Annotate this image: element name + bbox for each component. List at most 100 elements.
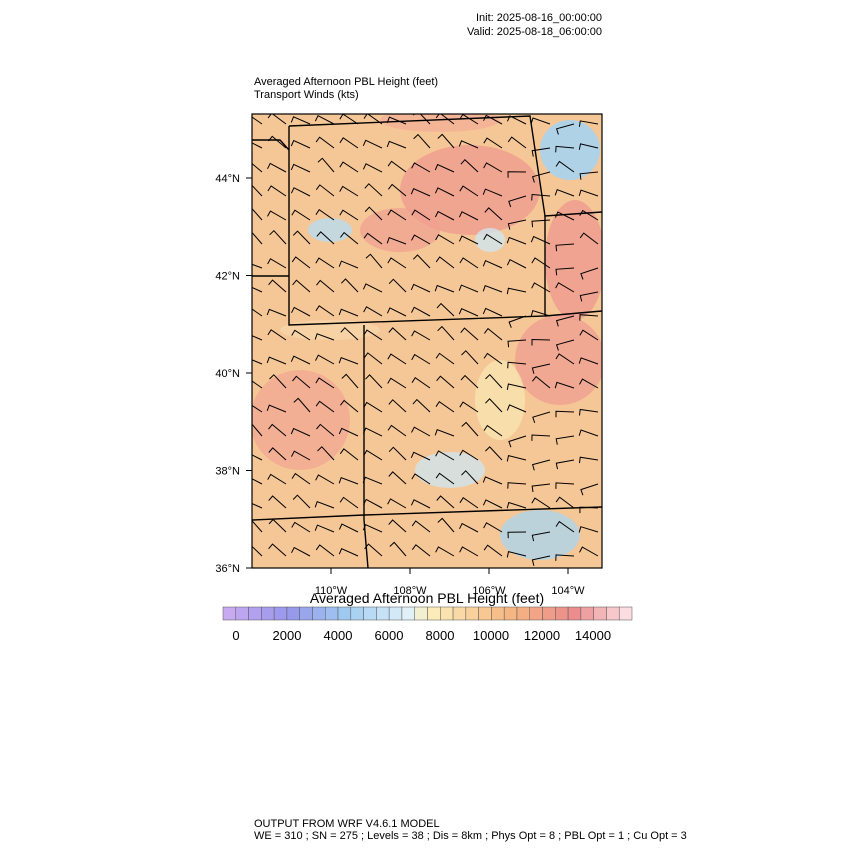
wind-barb (340, 327, 359, 341)
wind-barb (531, 497, 551, 509)
wind-barb (507, 171, 527, 178)
wind-barb (291, 472, 311, 485)
colorbar-swatch (427, 606, 441, 621)
wind-barb (435, 352, 455, 365)
lon-label: 108°W (393, 585, 427, 597)
wind-barb (531, 459, 551, 471)
wind-barb (314, 500, 335, 509)
wind-barb (459, 496, 479, 509)
colorbar-swatch (388, 606, 403, 621)
wind-barb (578, 189, 599, 197)
wind-barb (387, 377, 407, 389)
wind-barb (362, 139, 383, 149)
wind-barb (459, 522, 479, 533)
wind-barb (388, 471, 407, 485)
wind-barb (578, 429, 599, 437)
wind-barb (252, 184, 263, 197)
wind-barb (506, 115, 527, 125)
colorbar-swatch (555, 606, 569, 621)
wind-barb (364, 183, 383, 197)
wind-barb (252, 454, 263, 461)
wind-barb (579, 291, 599, 302)
wind-barb (252, 231, 263, 245)
wind-barb (340, 399, 359, 413)
wind-barb (411, 234, 431, 245)
wind-barb (458, 235, 479, 245)
wind-barb (267, 114, 287, 125)
wind-barb (460, 158, 479, 173)
wind-barb (388, 278, 407, 293)
wind-barb (338, 308, 359, 317)
wind-barb (267, 162, 287, 173)
wind-barb (435, 234, 455, 245)
wind-barb (530, 117, 551, 125)
wind-barb (388, 183, 407, 197)
colorbar-swatch (516, 606, 530, 621)
wind-barb (340, 231, 359, 245)
wind-barb (252, 545, 263, 557)
wind-barb (315, 400, 335, 413)
wind-barb (458, 284, 479, 293)
sub-title: Transport Winds (kts) (254, 89, 359, 101)
colorbar-label: 8000 (426, 628, 455, 643)
init-time: Init: 2025-08-16_00:00:00 (476, 12, 602, 24)
wind-barb (555, 145, 575, 153)
wind-barb (389, 541, 407, 557)
colorbar-swatch (452, 606, 467, 621)
wind-barb (363, 329, 383, 341)
wind-barb (411, 209, 431, 221)
wind-barb (555, 282, 575, 293)
wind-barb (459, 185, 479, 197)
valid-time: Valid: 2025-08-18_06:00:00 (467, 26, 602, 38)
lat-label: 40°N (215, 368, 240, 380)
colorbar-swatch (325, 606, 339, 621)
wind-barb (411, 353, 431, 365)
wind-barb (411, 426, 431, 437)
wind-barb (555, 459, 575, 470)
wind-barb (315, 257, 335, 269)
wind-barb (554, 381, 575, 389)
lat-labels: 44°N 42°N 40°N 38°N 36°N (215, 173, 252, 575)
wind-barb (314, 115, 335, 125)
wind-barb (252, 162, 263, 173)
footer-line1: OUTPUT FROM WRF V4.6.1 MODEL (254, 818, 440, 830)
wind-barb (531, 531, 551, 542)
wind-barb (461, 470, 479, 485)
wind-barb (555, 315, 575, 327)
colorbar-swatch (273, 606, 288, 621)
wind-barb (413, 133, 431, 149)
wind-barb (292, 279, 311, 293)
colorbar-label: 14000 (575, 628, 611, 643)
wind-barb (363, 232, 383, 245)
lon-label: 106°W (472, 585, 506, 597)
colorbar: 0 2000 4000 6000 8000 10000 12000 14000 (222, 606, 633, 643)
wind-barb (316, 231, 335, 245)
wind-barb (388, 446, 407, 461)
colorbar-swatch (235, 606, 249, 621)
wind-barb (483, 137, 503, 149)
wind-barb (387, 257, 407, 269)
wind-barb (292, 494, 311, 509)
wind-barb (579, 456, 599, 464)
wind-barb (437, 133, 455, 149)
wind-barb (388, 399, 407, 413)
wind-barb (554, 188, 575, 197)
map-frame (251, 113, 603, 569)
wind-barb (578, 143, 599, 150)
colorbar-swatch (465, 606, 479, 621)
lat-label: 44°N (215, 173, 240, 185)
wind-barb (580, 267, 599, 280)
wind-barb (531, 171, 551, 183)
wind-barb (292, 230, 311, 245)
wind-barb (267, 473, 287, 485)
wind-barb (483, 424, 503, 437)
wind-barb (555, 482, 575, 489)
wind-barb (386, 236, 407, 245)
wind-barb (578, 357, 599, 365)
wind-barb (412, 254, 431, 269)
wind-barb (267, 210, 287, 221)
wind-barb (252, 308, 263, 317)
wind-barb (291, 521, 311, 533)
wind-barb (437, 517, 455, 533)
